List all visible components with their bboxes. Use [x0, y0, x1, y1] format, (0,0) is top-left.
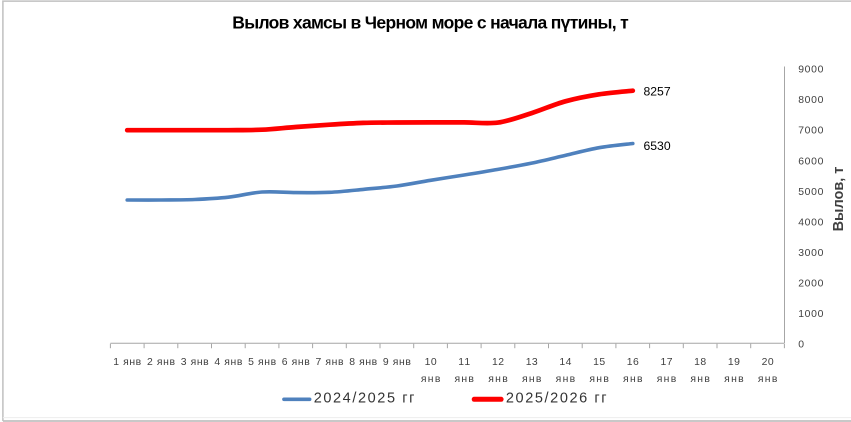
svg-text:янв: янв	[724, 374, 744, 385]
svg-text:9 янв: 9 янв	[383, 357, 411, 368]
svg-text:12: 12	[492, 357, 504, 368]
svg-text:янв: янв	[690, 374, 710, 385]
svg-text:13: 13	[526, 357, 538, 368]
svg-text:янв: янв	[623, 374, 643, 385]
svg-text:6 янв: 6 янв	[282, 357, 310, 368]
svg-text:17: 17	[661, 357, 673, 368]
svg-text:Вылов, т: Вылов, т	[831, 167, 847, 232]
svg-text:19: 19	[728, 357, 740, 368]
svg-text:18: 18	[694, 357, 706, 368]
svg-text:6530: 6530	[644, 139, 671, 153]
svg-text:5000: 5000	[798, 187, 823, 198]
svg-text:2025/2026 гг: 2025/2026 гг	[506, 391, 607, 407]
svg-text:4000: 4000	[798, 217, 823, 228]
svg-text:янв: янв	[522, 374, 542, 385]
svg-text:янв: янв	[657, 374, 677, 385]
svg-text:10: 10	[425, 357, 437, 368]
svg-text:0: 0	[798, 340, 804, 351]
svg-text:14: 14	[559, 357, 571, 368]
svg-text:янв: янв	[758, 374, 778, 385]
svg-text:8000: 8000	[798, 95, 823, 106]
svg-text:Вылов хамсы в Черном море с на: Вылов хамсы в Черном море с начала пүтин…	[232, 13, 629, 33]
svg-text:16: 16	[627, 357, 639, 368]
svg-text:1000: 1000	[798, 309, 823, 320]
svg-text:4 янв: 4 янв	[214, 357, 242, 368]
svg-text:янв: янв	[421, 374, 441, 385]
svg-text:3 янв: 3 янв	[181, 357, 209, 368]
svg-text:5 янв: 5 янв	[248, 357, 276, 368]
svg-text:20: 20	[762, 357, 774, 368]
svg-text:8257: 8257	[644, 85, 671, 99]
svg-text:9000: 9000	[798, 65, 823, 76]
svg-text:янв: янв	[454, 374, 474, 385]
svg-text:15: 15	[593, 357, 605, 368]
svg-text:11: 11	[458, 357, 470, 368]
svg-text:янв: янв	[589, 374, 609, 385]
svg-text:1 янв: 1 янв	[113, 357, 141, 368]
svg-text:6000: 6000	[798, 156, 823, 167]
svg-text:2000: 2000	[798, 279, 823, 290]
svg-text:2 янв: 2 янв	[147, 357, 175, 368]
svg-text:7000: 7000	[798, 126, 823, 137]
svg-text:2024/2025 гг: 2024/2025 гг	[314, 391, 415, 407]
svg-text:янв: янв	[556, 374, 576, 385]
svg-text:8 янв: 8 янв	[349, 357, 377, 368]
svg-text:7 янв: 7 янв	[316, 357, 344, 368]
svg-text:янв: янв	[488, 374, 508, 385]
svg-text:3000: 3000	[798, 248, 823, 259]
